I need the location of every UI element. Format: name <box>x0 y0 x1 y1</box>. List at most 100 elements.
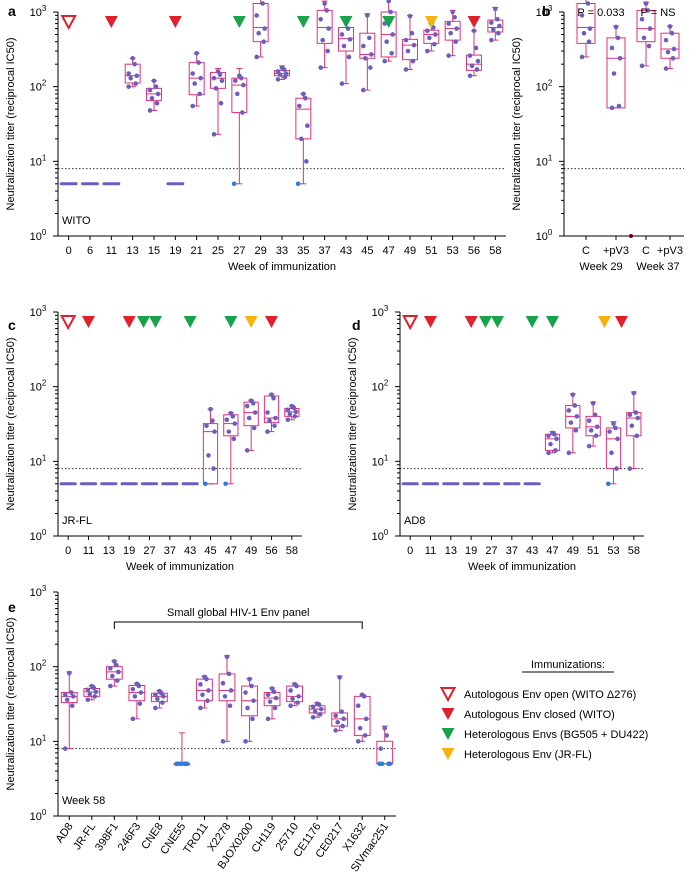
data-point <box>224 654 230 660</box>
data-point <box>670 55 676 61</box>
data-point <box>326 26 331 31</box>
box-58 <box>487 6 504 43</box>
x-tick-label: 49 <box>404 245 416 257</box>
data-point <box>237 73 242 79</box>
data-point <box>616 103 622 109</box>
box-JR-FL <box>83 683 101 703</box>
panel-letter: d <box>352 317 361 333</box>
data-point <box>66 670 72 676</box>
data-point <box>304 159 309 164</box>
x-tick-label: CH119 <box>250 821 279 855</box>
panel-letter: c <box>8 317 16 333</box>
green-triangle-marker <box>232 16 246 28</box>
box-15 <box>146 78 162 113</box>
data-point <box>341 716 346 722</box>
data-point <box>292 682 297 687</box>
data-point <box>275 69 281 74</box>
y-axis-title: Neutralization titer (reciprocal IC50) <box>5 37 17 210</box>
green-triangle-marker <box>382 16 396 28</box>
data-point <box>325 48 330 54</box>
y-tick-exponent: 0 <box>548 228 553 237</box>
data-point <box>471 28 477 34</box>
data-point <box>296 694 301 699</box>
data-point <box>611 71 617 76</box>
data-point <box>587 26 593 31</box>
data-point <box>475 58 481 64</box>
data-point <box>581 30 587 36</box>
data-point <box>405 48 411 54</box>
x-tick-label: C <box>582 245 590 257</box>
data-point <box>272 423 277 429</box>
data-point <box>211 132 217 137</box>
data-point <box>112 658 117 664</box>
data-point <box>227 703 233 709</box>
data-point <box>206 453 211 458</box>
data-point <box>248 398 254 403</box>
data-point <box>147 87 153 93</box>
x-tick-label: 47 <box>546 545 558 557</box>
data-point <box>292 414 298 419</box>
data-point <box>647 26 653 31</box>
iqr-box <box>105 666 123 680</box>
data-point <box>590 400 596 406</box>
x-tick-label: 11 <box>83 545 94 557</box>
x-tick-label: 11 <box>106 245 117 257</box>
box-+pV3 <box>606 24 626 111</box>
x-tick-label: 58 <box>286 545 298 557</box>
y-tick-exponent: 1 <box>42 453 47 462</box>
y-tick-label: 102 <box>30 379 47 394</box>
box-246F3 <box>128 681 146 722</box>
strain-label: WITO <box>62 215 91 227</box>
data-point <box>340 723 345 729</box>
y-tick-exponent: 3 <box>42 4 47 13</box>
x-tick-label: 246F3 <box>116 821 144 853</box>
data-point <box>260 1 265 6</box>
data-point <box>213 86 219 91</box>
data-point <box>588 428 594 433</box>
data-point <box>317 712 323 717</box>
y-tick-label: 102 <box>30 79 47 94</box>
data-point <box>243 690 248 695</box>
data-point <box>633 410 639 415</box>
data-point <box>389 50 394 56</box>
box-CE1176 <box>308 701 326 720</box>
data-point <box>425 28 430 34</box>
green-triangle-marker <box>546 316 559 328</box>
data-point <box>594 424 600 430</box>
legend-title: Immunizations: <box>531 659 605 671</box>
data-point <box>314 701 320 706</box>
x-tick-label: 49 <box>245 545 257 557</box>
data-point <box>410 58 416 64</box>
x-tick-label: 45 <box>204 545 216 557</box>
data-point <box>453 39 458 45</box>
y-tick-label: 101 <box>372 453 389 468</box>
box-C <box>576 0 596 60</box>
y-tick-exponent: 1 <box>42 153 47 162</box>
data-point <box>382 725 388 731</box>
y-tick-label: 100 <box>30 528 47 543</box>
data-point <box>275 77 281 82</box>
x-tick-label: 53 <box>607 545 619 557</box>
y-tick-exponent: 3 <box>384 304 389 313</box>
box-29 <box>252 0 269 60</box>
data-point <box>454 26 459 31</box>
box-47 <box>380 0 397 64</box>
data-point <box>211 75 217 81</box>
x-tick-label: 37 <box>319 245 331 257</box>
data-point <box>250 716 255 722</box>
red-triangle-marker <box>464 316 478 328</box>
data-point <box>219 78 225 84</box>
box-CE0217 <box>331 675 349 733</box>
data-point <box>130 686 136 692</box>
panel-b: b 100 101 102 1 0 3 Neutralization titer (recip… <box>511 0 684 273</box>
data-point <box>267 699 273 704</box>
data-point <box>592 412 598 418</box>
data-point <box>570 392 576 398</box>
data-point <box>403 67 409 72</box>
red-triangle-marker <box>104 16 118 28</box>
open-triangle-marker <box>60 15 77 31</box>
x-tick-label: 37 <box>506 545 518 557</box>
data-point <box>663 66 669 71</box>
data-point <box>627 412 633 418</box>
